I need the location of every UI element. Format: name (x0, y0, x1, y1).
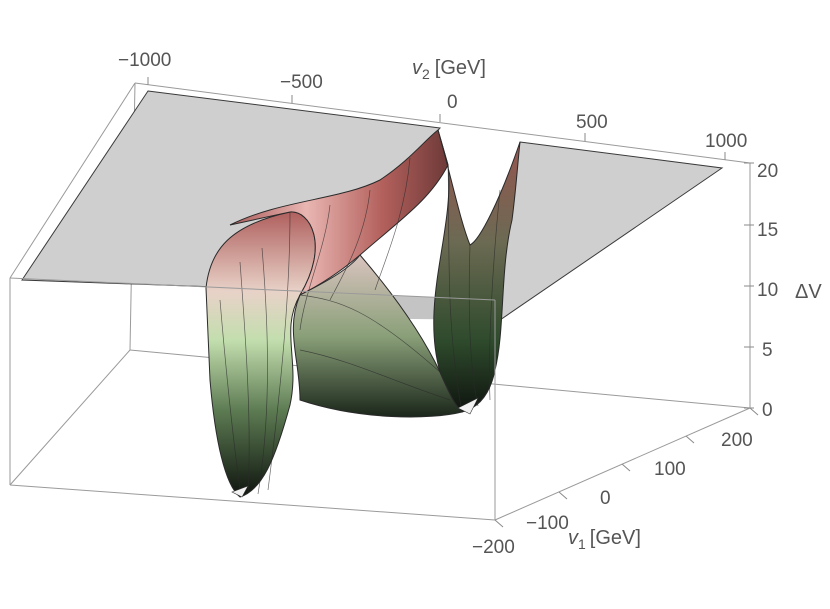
y-tick-label: 0 (447, 92, 458, 113)
minimum-marker-right (457, 397, 479, 415)
y-axis-title-main: v (412, 57, 423, 79)
x-axis-tick-labels: −200 −100 0 100 200 (472, 430, 753, 558)
x-tick-label: −200 (472, 537, 515, 558)
minimum-marker-left (231, 485, 249, 498)
x-axis-title: v1 [GeV] (568, 527, 641, 552)
y-axis-title: v2 [GeV] (412, 57, 486, 82)
x-tick-label: 0 (600, 488, 611, 509)
x-tick-label: 200 (721, 430, 753, 451)
y-tick-label: −1000 (118, 50, 171, 71)
z-axis-title: ΔV (795, 281, 822, 303)
y-axis-title-sub: 2 (422, 66, 430, 82)
z-tick-label: 20 (757, 161, 778, 182)
surface-mesh (219, 157, 501, 495)
z-tick-label: 10 (757, 280, 778, 301)
x-axis-ticks (494, 407, 759, 528)
y-tick-label: −500 (280, 72, 323, 93)
z-tick-label: 0 (762, 400, 773, 421)
surface-right-wall (433, 129, 521, 413)
z-tick-label: 5 (762, 340, 773, 361)
x-axis-title-sub: 1 (578, 536, 586, 552)
y-tick-label: 500 (576, 112, 608, 133)
x-axis-title-unit: [GeV] (590, 527, 641, 549)
x-tick-label: −100 (526, 513, 569, 534)
surface-ridge (229, 129, 449, 297)
z-axis-ticks (744, 162, 754, 409)
y-axis-tick-labels: −1000 −500 0 500 1000 (118, 50, 747, 152)
z-tick-label: 15 (757, 220, 778, 241)
z-axis-tick-labels: 0 5 10 15 20 (757, 161, 778, 421)
y-axis-title-unit: [GeV] (435, 57, 486, 79)
x-axis-title-main: v (568, 527, 579, 549)
y-tick-label: 1000 (705, 131, 747, 152)
x-tick-label: 100 (654, 459, 686, 480)
y-axis-ticks (147, 77, 726, 160)
